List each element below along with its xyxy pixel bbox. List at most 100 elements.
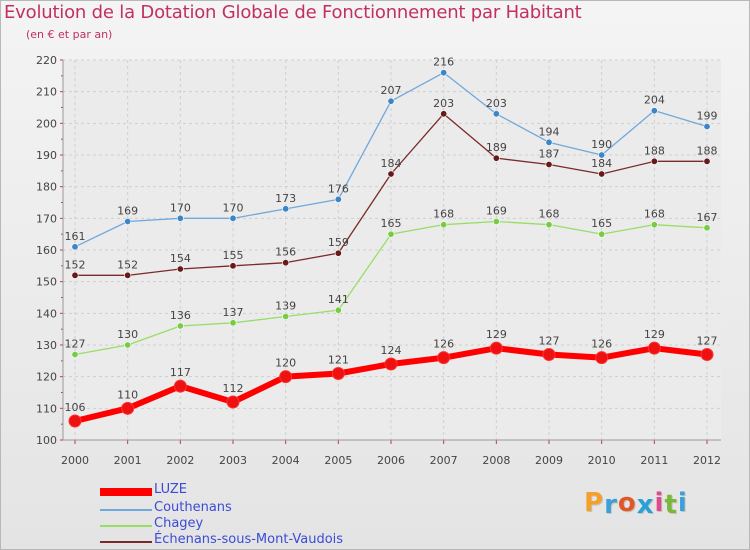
data-point-couthenans <box>598 151 606 159</box>
data-label-echenans-sous-mont-vaudois: 188 <box>644 144 665 157</box>
data-label-couthenans: 194 <box>539 125 560 138</box>
data-point-chagey <box>334 306 342 314</box>
data-point-couthenans <box>545 138 553 146</box>
x-tick-label: 2012 <box>693 454 721 467</box>
data-point-chagey <box>440 221 448 229</box>
data-label-luze: 110 <box>117 388 138 401</box>
y-tick-label: 180 <box>36 181 57 194</box>
data-label-luze: 129 <box>644 328 665 341</box>
logo-letter: P <box>584 488 605 518</box>
data-label-echenans-sous-mont-vaudois: 154 <box>170 252 191 265</box>
x-tick-label: 2004 <box>272 454 300 467</box>
data-label-chagey: 127 <box>65 338 86 351</box>
x-tick-label: 2000 <box>61 454 89 467</box>
data-point-echenans-sous-mont-vaudois <box>492 154 500 162</box>
y-tick-label: 160 <box>36 244 57 257</box>
data-point-luze <box>173 379 187 393</box>
data-point-luze <box>121 401 135 415</box>
legend-label: Chagey <box>154 516 204 531</box>
data-label-luze: 126 <box>591 338 612 351</box>
data-label-luze: 127 <box>539 335 560 348</box>
data-point-echenans-sous-mont-vaudois <box>440 110 448 118</box>
data-point-couthenans <box>229 214 237 222</box>
data-label-chagey: 139 <box>275 300 296 313</box>
data-point-luze <box>279 370 293 384</box>
data-point-couthenans <box>124 218 132 226</box>
data-point-chagey <box>387 230 395 238</box>
data-label-couthenans: 170 <box>223 201 244 214</box>
data-point-couthenans <box>387 97 395 105</box>
data-label-luze: 117 <box>170 366 191 379</box>
data-label-chagey: 167 <box>697 211 718 224</box>
logo-letter: x <box>636 490 655 520</box>
data-point-echenans-sous-mont-vaudois <box>176 265 184 273</box>
legend-label: Couthenans <box>154 500 232 515</box>
data-point-chagey <box>71 350 79 358</box>
data-point-echenans-sous-mont-vaudois <box>598 170 606 178</box>
chart-subtitle: (en € et par an) <box>26 28 113 41</box>
data-label-couthenans: 216 <box>433 56 454 69</box>
data-point-chagey <box>124 341 132 349</box>
data-point-chagey <box>176 322 184 330</box>
data-point-couthenans <box>176 214 184 222</box>
legend-swatch <box>100 525 152 527</box>
data-point-luze <box>595 351 609 365</box>
data-point-couthenans <box>440 69 448 77</box>
y-tick-label: 130 <box>36 339 57 352</box>
data-point-chagey <box>229 319 237 327</box>
data-label-echenans-sous-mont-vaudois: 187 <box>539 148 560 161</box>
y-tick-label: 140 <box>36 307 57 320</box>
data-point-luze <box>437 351 451 365</box>
data-point-luze <box>700 348 714 361</box>
data-label-couthenans: 173 <box>275 192 296 205</box>
data-point-chagey <box>492 218 500 226</box>
data-point-chagey <box>703 224 711 232</box>
data-label-echenans-sous-mont-vaudois: 189 <box>486 141 507 154</box>
data-label-couthenans: 170 <box>170 201 191 214</box>
data-label-luze: 106 <box>65 401 86 414</box>
data-point-echenans-sous-mont-vaudois <box>282 259 290 267</box>
data-point-chagey <box>598 230 606 238</box>
data-label-luze: 112 <box>223 382 244 395</box>
data-point-couthenans <box>282 205 290 213</box>
data-label-chagey: 136 <box>170 309 191 322</box>
legend-swatch <box>100 541 152 543</box>
data-label-echenans-sous-mont-vaudois: 203 <box>433 97 454 110</box>
legend-swatch <box>100 488 152 496</box>
data-point-echenans-sous-mont-vaudois <box>703 157 711 165</box>
data-point-couthenans <box>650 107 658 115</box>
logo-letter: r <box>604 490 618 520</box>
data-label-couthenans: 169 <box>117 205 138 218</box>
y-tick-label: 110 <box>36 402 57 415</box>
data-label-chagey: 168 <box>433 208 454 221</box>
data-point-luze <box>489 341 503 355</box>
data-label-echenans-sous-mont-vaudois: 152 <box>117 258 138 271</box>
data-label-luze: 127 <box>697 335 718 348</box>
data-label-echenans-sous-mont-vaudois: 152 <box>65 258 86 271</box>
data-label-chagey: 168 <box>644 208 665 221</box>
x-tick-label: 2005 <box>324 454 352 467</box>
y-tick-label: 210 <box>36 86 57 99</box>
data-point-couthenans <box>334 195 342 203</box>
data-label-luze: 120 <box>275 357 296 370</box>
data-point-chagey <box>650 221 658 229</box>
data-label-chagey: 165 <box>591 217 612 230</box>
data-point-chagey <box>545 221 553 229</box>
data-label-echenans-sous-mont-vaudois: 156 <box>275 246 296 259</box>
data-label-echenans-sous-mont-vaudois: 155 <box>223 249 244 262</box>
data-label-chagey: 169 <box>486 205 507 218</box>
data-label-chagey: 137 <box>223 306 244 319</box>
data-label-echenans-sous-mont-vaudois: 184 <box>381 157 402 170</box>
data-point-couthenans <box>703 123 711 131</box>
logo-letter: o <box>617 488 637 518</box>
proxiti-logo: Proxiti <box>584 488 688 520</box>
x-tick-label: 2009 <box>535 454 563 467</box>
data-label-echenans-sous-mont-vaudois: 184 <box>591 157 612 170</box>
data-point-luze <box>647 341 661 355</box>
legend-label: Échenans-sous-Mont-Vaudois <box>154 532 344 547</box>
data-label-luze: 129 <box>486 328 507 341</box>
data-point-chagey <box>282 312 290 320</box>
data-point-luze <box>542 348 556 361</box>
legend-swatch <box>100 509 152 511</box>
data-label-couthenans: 199 <box>697 110 718 123</box>
